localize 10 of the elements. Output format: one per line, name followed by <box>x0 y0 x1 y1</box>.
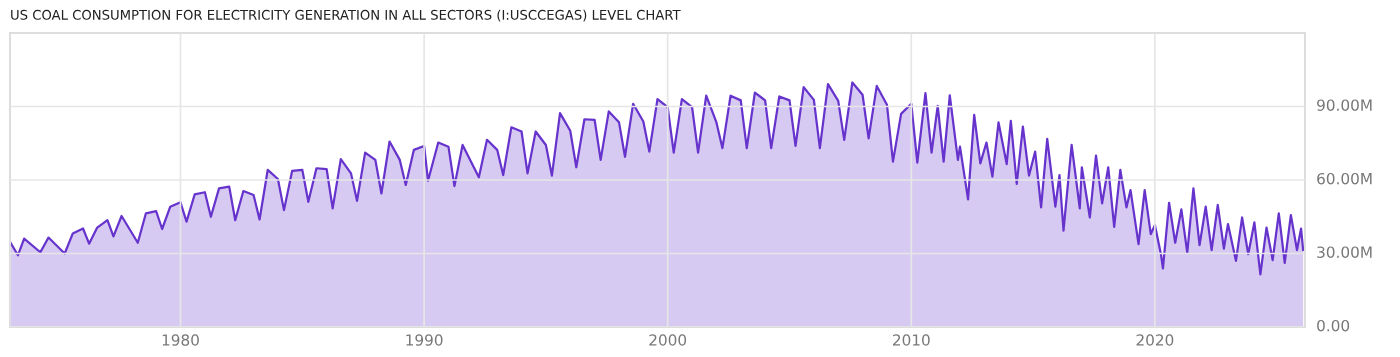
x-tick-label: 2000 <box>649 334 687 346</box>
y-tick-label: 60.00M <box>1317 172 1372 185</box>
x-tick-label: 2010 <box>892 334 930 346</box>
y-tick-label: 30.00M <box>1317 246 1372 258</box>
y-tick-label: 0.00 <box>1317 319 1350 332</box>
chart-title: US COAL CONSUMPTION FOR ELECTRICITY GENERATION IN ALL SECTORS (I:USCCEGAS) LEVEL CHART <box>11 9 681 22</box>
y-tick-label: 90.00M <box>1317 99 1372 111</box>
x-tick-label: 1980 <box>162 334 199 346</box>
x-tick-label: 2020 <box>1136 334 1174 346</box>
x-tick-label: 1990 <box>406 334 443 346</box>
